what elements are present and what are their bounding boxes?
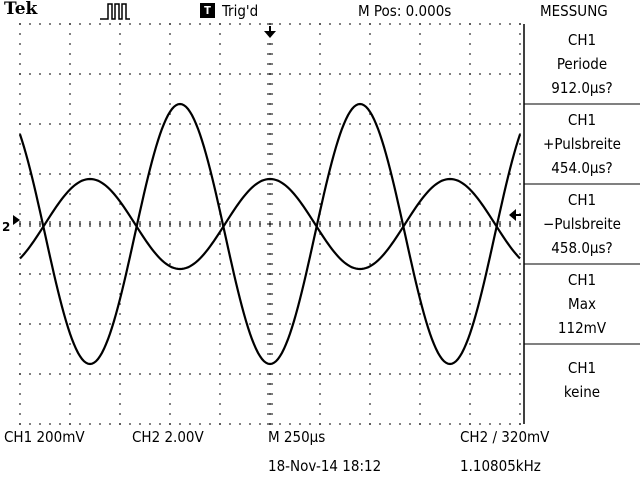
measurement-3[interactable]: CH1 −Pulsbreite 458.0µs? <box>524 188 640 260</box>
measurement-value: +Pulsbreite <box>543 135 621 153</box>
ch2-scale: CH2 2.00V <box>132 428 204 446</box>
measurement-value: 912.0µs? <box>551 79 613 97</box>
ch1-scale: CH1 200mV <box>4 428 85 446</box>
measurement-value: keine <box>563 383 601 401</box>
measurement-value: 112mV <box>557 319 607 337</box>
measurement-value: 454.0µs? <box>551 159 613 177</box>
ground-marker-icon <box>13 215 20 225</box>
measurement-5[interactable]: CH1 keine <box>524 356 640 404</box>
datetime: 18-Nov-14 18:12 <box>268 457 382 475</box>
trace-ch2 <box>18 102 522 366</box>
trace-ch1 <box>19 177 521 271</box>
measurement-source: CH1 <box>567 359 597 377</box>
measurement-value: Periode <box>556 55 608 73</box>
graticule <box>19 23 521 425</box>
trigger-position-icon <box>264 31 276 38</box>
measurement-source: CH1 <box>567 271 597 289</box>
trigger-frequency: 1.10805kHz <box>460 457 541 475</box>
horizontal-position: M Pos: 0.000s <box>358 2 452 20</box>
measurement-4[interactable]: CH1 Max 112mV <box>524 268 640 340</box>
acquisition-status-icon <box>100 3 130 20</box>
measurement-source: CH1 <box>567 111 597 129</box>
trigger-status: Trig'd <box>222 2 259 20</box>
measurement-value: 458.0µs? <box>551 239 613 257</box>
measurement-source: CH1 <box>567 191 597 209</box>
measurement-1[interactable]: CH1 Periode 912.0µs? <box>524 28 640 100</box>
trigger-level-icon <box>509 209 516 221</box>
trigger-setting: CH2 ∕ 320mV <box>460 428 550 446</box>
measurement-2[interactable]: CH1 +Pulsbreite 454.0µs? <box>524 108 640 180</box>
trigger-icon: T <box>200 3 215 18</box>
measurement-source: CH1 <box>567 31 597 49</box>
timebase: M 250µs <box>268 428 326 446</box>
brand-logo: Tek <box>4 0 38 19</box>
measurement-value: −Pulsbreite <box>543 215 621 233</box>
ground-marker-label: 2 <box>2 220 10 234</box>
measurement-value: Max <box>568 295 596 313</box>
menu-title: MESSUNG <box>540 2 608 20</box>
menu-frame <box>523 24 640 424</box>
